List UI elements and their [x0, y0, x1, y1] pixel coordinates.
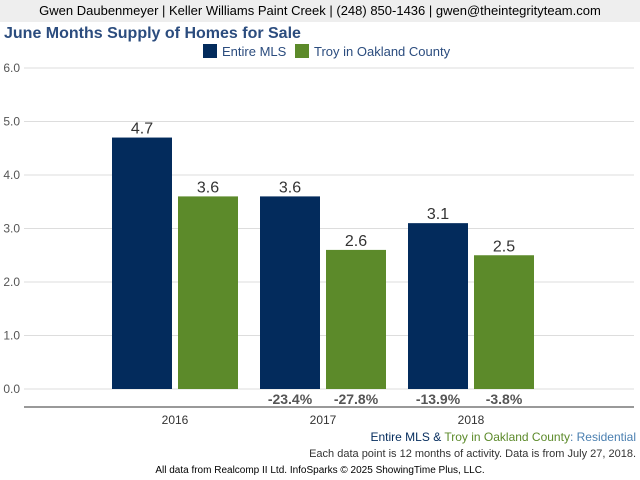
x-axis-categories: 2016 2017 2018 — [162, 413, 485, 427]
bar-value-label: 2.6 — [345, 233, 367, 250]
caption-ampersand: & — [430, 430, 444, 444]
data-source: All data from Realcomp II Ltd. InfoSpark… — [155, 465, 484, 476]
percent-change-label: -23.4% — [268, 391, 313, 407]
x-category-label: 2016 — [162, 413, 189, 427]
y-tick-label: 6.0 — [3, 61, 20, 75]
chart-title: June Months Supply of Homes for Sale — [4, 25, 301, 42]
legend-label-troy: Troy in Oakland County — [314, 44, 451, 59]
y-tick-label: 4.0 — [3, 168, 20, 182]
y-tick-label: 0.0 — [3, 382, 20, 396]
y-tick-label: 2.0 — [3, 275, 20, 289]
y-tick-label: 3.0 — [3, 222, 20, 236]
bar-troy-2016 — [178, 196, 238, 389]
series-caption: Entire MLS & Troy in Oakland County: Res… — [371, 430, 637, 444]
caption-entire-mls: Entire MLS — [371, 430, 430, 444]
legend-swatch-entire-mls — [203, 44, 217, 58]
bar-value-label: 3.6 — [197, 179, 219, 196]
contact-info: Gwen Daubenmeyer | Keller Williams Paint… — [39, 3, 601, 18]
bars — [112, 137, 534, 389]
legend-swatch-troy — [295, 44, 309, 58]
value-labels: 4.7 3.6 3.6 -23.4% 2.6 -27.8% 3.1 -13.9% 2.5 -3.8… — [131, 121, 523, 407]
y-tick-label: 5.0 — [3, 115, 20, 129]
bar-entire-mls-2018 — [408, 223, 468, 389]
header-bar: Gwen Daubenmeyer | Keller Williams Paint… — [0, 0, 640, 22]
legend-label-entire-mls: Entire MLS — [222, 44, 287, 59]
percent-change-label: -3.8% — [486, 391, 523, 407]
caption-residential: : Residential — [570, 430, 636, 444]
data-note: Each data point is 12 months of activity… — [309, 448, 636, 460]
percent-change-label: -27.8% — [334, 391, 379, 407]
x-category-label: 2017 — [310, 413, 337, 427]
bar-entire-mls-2016 — [112, 137, 172, 389]
bar-troy-2017 — [326, 249, 386, 389]
bar-value-label: 3.1 — [427, 206, 449, 223]
y-tick-label: 1.0 — [3, 329, 20, 343]
x-category-label: 2018 — [458, 413, 485, 427]
legend: Entire MLS Troy in Oakland County — [203, 44, 451, 59]
bar-value-label: 2.5 — [493, 238, 515, 255]
bar-entire-mls-2017 — [260, 196, 320, 389]
percent-change-label: -13.9% — [416, 391, 461, 407]
bar-value-label: 3.6 — [279, 179, 301, 196]
bar-value-label: 4.7 — [131, 121, 153, 138]
bar-troy-2018 — [474, 255, 534, 389]
caption-troy: Troy in Oakland County — [444, 430, 570, 444]
y-axis-ticks: 0.0 1.0 2.0 3.0 4.0 5.0 6.0 — [3, 61, 20, 396]
